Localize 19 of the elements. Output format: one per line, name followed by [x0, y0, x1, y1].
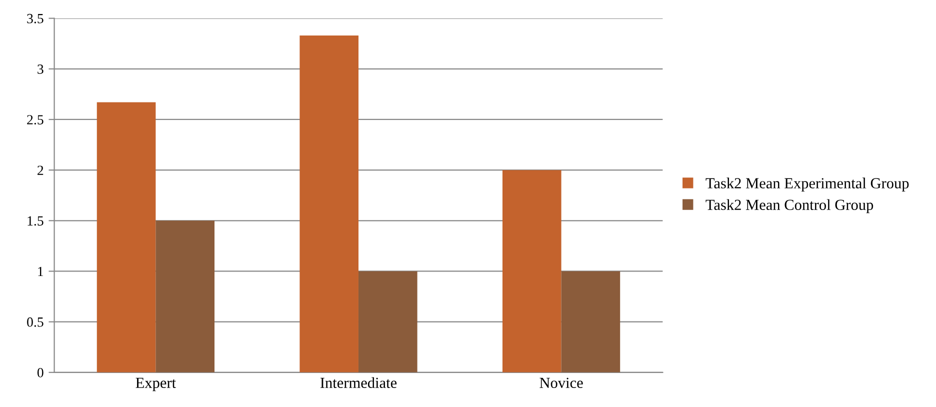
bar	[561, 271, 620, 372]
y-tick-label: 3.5	[27, 14, 44, 24]
y-tick-label: 3	[38, 64, 44, 74]
y-tick-label: 2.5	[27, 115, 44, 124]
x-tick-label: Novice	[540, 378, 583, 388]
bar	[300, 36, 358, 372]
legend-label: Task2 Mean Experimental Group	[706, 178, 909, 192]
y-tick-label: 1	[38, 266, 44, 276]
x-tick-label: Expert	[136, 378, 176, 392]
bar	[358, 271, 418, 372]
y-tick-label: 0.5	[27, 317, 44, 327]
bar	[96, 102, 156, 372]
y-tick-label: 0	[37, 368, 44, 378]
y-tick-label: 1.5	[28, 216, 44, 226]
x-tick-label: Intermediate	[320, 377, 397, 388]
legend-label: Task2 Mean Control Group	[706, 199, 874, 214]
bar	[156, 220, 214, 372]
y-tick-label: 2	[38, 166, 44, 175]
bar	[502, 170, 562, 372]
